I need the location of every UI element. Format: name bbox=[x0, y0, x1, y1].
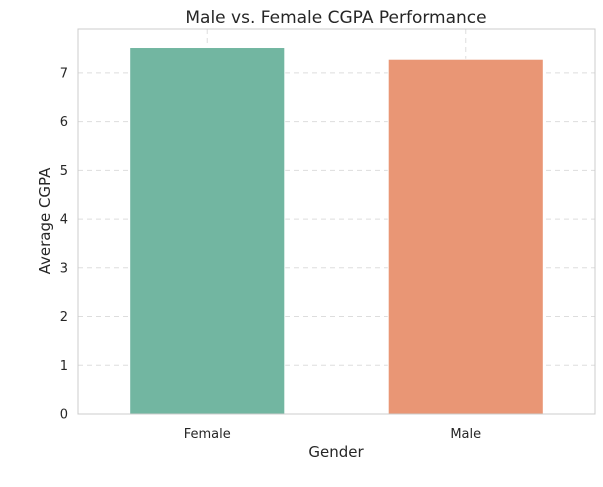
y-axis-ticks: 0 1 2 3 4 5 6 7 bbox=[60, 66, 68, 422]
x-tick-label: Male bbox=[450, 427, 481, 442]
x-tick-label: Female bbox=[184, 427, 231, 442]
chart-title: Male vs. Female CGPA Performance bbox=[185, 8, 486, 28]
y-tick-label: 3 bbox=[60, 261, 68, 276]
y-tick-label: 5 bbox=[60, 164, 68, 179]
y-tick-label: 2 bbox=[60, 310, 68, 325]
x-axis-label: Gender bbox=[308, 443, 364, 461]
x-axis-ticks: Female Male bbox=[184, 427, 481, 442]
bar-male bbox=[387, 58, 544, 415]
y-tick-label: 7 bbox=[60, 66, 68, 81]
bar-female bbox=[129, 47, 286, 415]
y-axis-label: Average CGPA bbox=[36, 167, 54, 275]
plot-frame bbox=[77, 28, 596, 415]
y-tick-label: 0 bbox=[60, 408, 68, 423]
bars bbox=[129, 47, 544, 415]
y-tick-label: 1 bbox=[60, 359, 68, 374]
y-tick-label: 4 bbox=[60, 213, 68, 228]
y-tick-label: 6 bbox=[60, 115, 68, 130]
